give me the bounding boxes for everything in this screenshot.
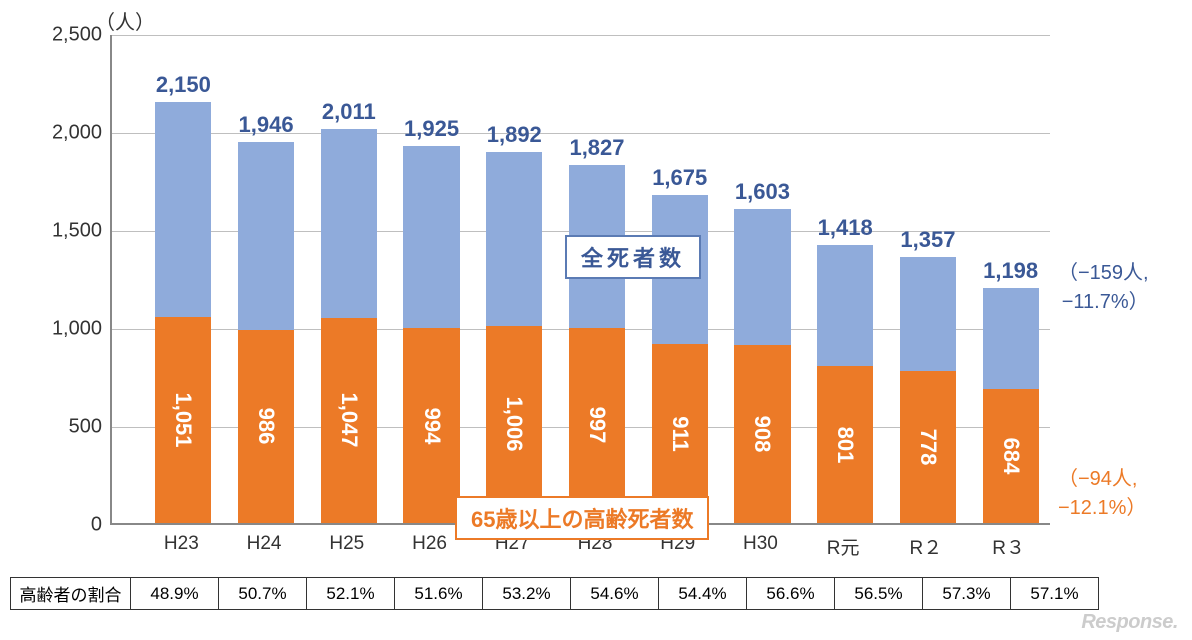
bar-group: 9971,827 xyxy=(569,165,625,523)
legend-elderly: 65歳以上の高齢死者数 xyxy=(455,496,709,540)
bar-group: 7781,357 xyxy=(900,257,956,523)
bar-elderly-label: 986 xyxy=(253,408,279,445)
plot-area: 1,0512,1509861,9461,0472,0119941,9251,00… xyxy=(110,35,1050,525)
bar-elderly-label: 1,047 xyxy=(336,393,362,448)
annotation-elderly-line2: −12.1%） xyxy=(1058,491,1146,520)
bar-elderly-label: 1,006 xyxy=(501,397,527,452)
bar-remainder xyxy=(734,209,790,345)
bar-elderly: 684 xyxy=(983,389,1039,523)
bar-elderly-label: 994 xyxy=(419,407,445,444)
bar-elderly-label: 1,051 xyxy=(170,392,196,447)
table-row: 高齢者の割合48.9%50.7%52.1%51.6%53.2%54.6%54.4… xyxy=(11,578,1099,610)
watermark: Response. xyxy=(1081,611,1178,634)
y-tick-label: 0 xyxy=(91,514,102,537)
x-tick-label: H25 xyxy=(329,533,364,555)
x-tick-label: R元 xyxy=(827,533,860,560)
y-tick-labels: 0 500 1,000 1,500 2,000 2,500 xyxy=(40,15,102,555)
bar-total-label: 1,827 xyxy=(569,135,624,161)
table-cell: 53.2% xyxy=(483,578,571,610)
legend-total-text: 全死者数 xyxy=(581,246,685,271)
bar-elderly-label: 684 xyxy=(998,438,1024,475)
x-tick-label: H26 xyxy=(412,533,447,555)
y-tick-label: 1,000 xyxy=(52,318,102,341)
table-cell: 50.7% xyxy=(219,578,307,610)
bar-group: 6841,198 xyxy=(983,288,1039,523)
chart-container: （人） 05001,0001,5002,0002,500 1,0512,1509… xyxy=(40,15,1160,555)
bar-elderly: 986 xyxy=(238,330,294,523)
y-tick-label: 1,500 xyxy=(52,220,102,243)
bar-remainder xyxy=(983,288,1039,389)
table-cell: 54.6% xyxy=(571,578,659,610)
legend-elderly-text: 65歳以上の高齢死者数 xyxy=(471,507,693,532)
gridline xyxy=(112,35,1050,36)
annotation-total-line1: （−159人, xyxy=(1058,256,1149,285)
bar-elderly-label: 911 xyxy=(667,416,693,452)
x-tick-label: H30 xyxy=(743,533,778,555)
bar-elderly: 997 xyxy=(569,328,625,523)
x-tick-label: H23 xyxy=(164,533,199,555)
legend-total: 全死者数 xyxy=(565,235,701,279)
bar-total-label: 2,011 xyxy=(322,99,376,125)
y-tick-label: 2,000 xyxy=(52,122,102,145)
table-cell: 57.3% xyxy=(923,578,1011,610)
bar-total-label: 1,418 xyxy=(818,215,873,241)
bar-elderly: 1,006 xyxy=(486,326,542,523)
bar-remainder xyxy=(238,142,294,330)
bar-remainder xyxy=(403,146,459,328)
bar-elderly-label: 997 xyxy=(584,407,610,444)
bar-group: 8011,418 xyxy=(817,245,873,523)
bar-elderly: 994 xyxy=(403,328,459,523)
annotation-total-change: （−159人, −11.7%） xyxy=(1058,256,1149,314)
bar-group: 1,0472,011 xyxy=(321,129,377,523)
x-tick-label: H24 xyxy=(247,533,282,555)
bar-total-label: 2,150 xyxy=(156,72,211,98)
bar-group: 9081,603 xyxy=(734,209,790,523)
bar-total-label: 1,198 xyxy=(983,258,1038,284)
bar-total-label: 1,925 xyxy=(404,116,459,142)
table-cell: 54.4% xyxy=(659,578,747,610)
bar-elderly: 801 xyxy=(817,366,873,523)
y-axis-title: （人） xyxy=(95,6,155,35)
y-tick-label: 500 xyxy=(69,416,102,439)
table-cell: 52.1% xyxy=(307,578,395,610)
bar-elderly: 778 xyxy=(900,371,956,523)
bar-elderly: 908 xyxy=(734,345,790,523)
bar-group: 1,0512,150 xyxy=(155,102,211,523)
table-cell: 48.9% xyxy=(131,578,219,610)
bar-elderly-label: 801 xyxy=(832,426,858,463)
bar-total-label: 1,946 xyxy=(239,112,294,138)
bar-remainder xyxy=(321,129,377,318)
x-tick-label: R３ xyxy=(992,533,1025,560)
bar-remainder xyxy=(817,245,873,366)
bar-total-label: 1,603 xyxy=(735,179,790,205)
bar-elderly: 1,051 xyxy=(155,317,211,523)
bar-remainder xyxy=(155,102,211,317)
bar-elderly-label: 778 xyxy=(915,428,941,465)
bar-group: 9941,925 xyxy=(403,146,459,523)
bar-elderly-label: 908 xyxy=(749,416,775,453)
table-cell: 57.1% xyxy=(1011,578,1099,610)
bar-group: 1,0061,892 xyxy=(486,152,542,523)
y-tick-label: 2,500 xyxy=(52,24,102,47)
x-tick-label: R２ xyxy=(910,533,943,560)
table-cell: 56.5% xyxy=(835,578,923,610)
bar-total-label: 1,675 xyxy=(652,165,707,191)
bar-remainder xyxy=(900,257,956,370)
table-row-label: 高齢者の割合 xyxy=(11,578,131,610)
bar-remainder xyxy=(486,152,542,326)
annotation-total-line2: −11.7%） xyxy=(1058,285,1149,314)
table-cell: 56.6% xyxy=(747,578,835,610)
annotation-elderly-line1: （−94人, xyxy=(1058,462,1146,491)
ratio-table: 高齢者の割合48.9%50.7%52.1%51.6%53.2%54.6%54.4… xyxy=(10,577,1099,610)
table-cell: 51.6% xyxy=(395,578,483,610)
bar-group: 9861,946 xyxy=(238,142,294,523)
bar-total-label: 1,357 xyxy=(900,227,955,253)
bar-elderly: 1,047 xyxy=(321,318,377,523)
bar-total-label: 1,892 xyxy=(487,122,542,148)
annotation-elderly-change: （−94人, −12.1%） xyxy=(1058,462,1146,520)
